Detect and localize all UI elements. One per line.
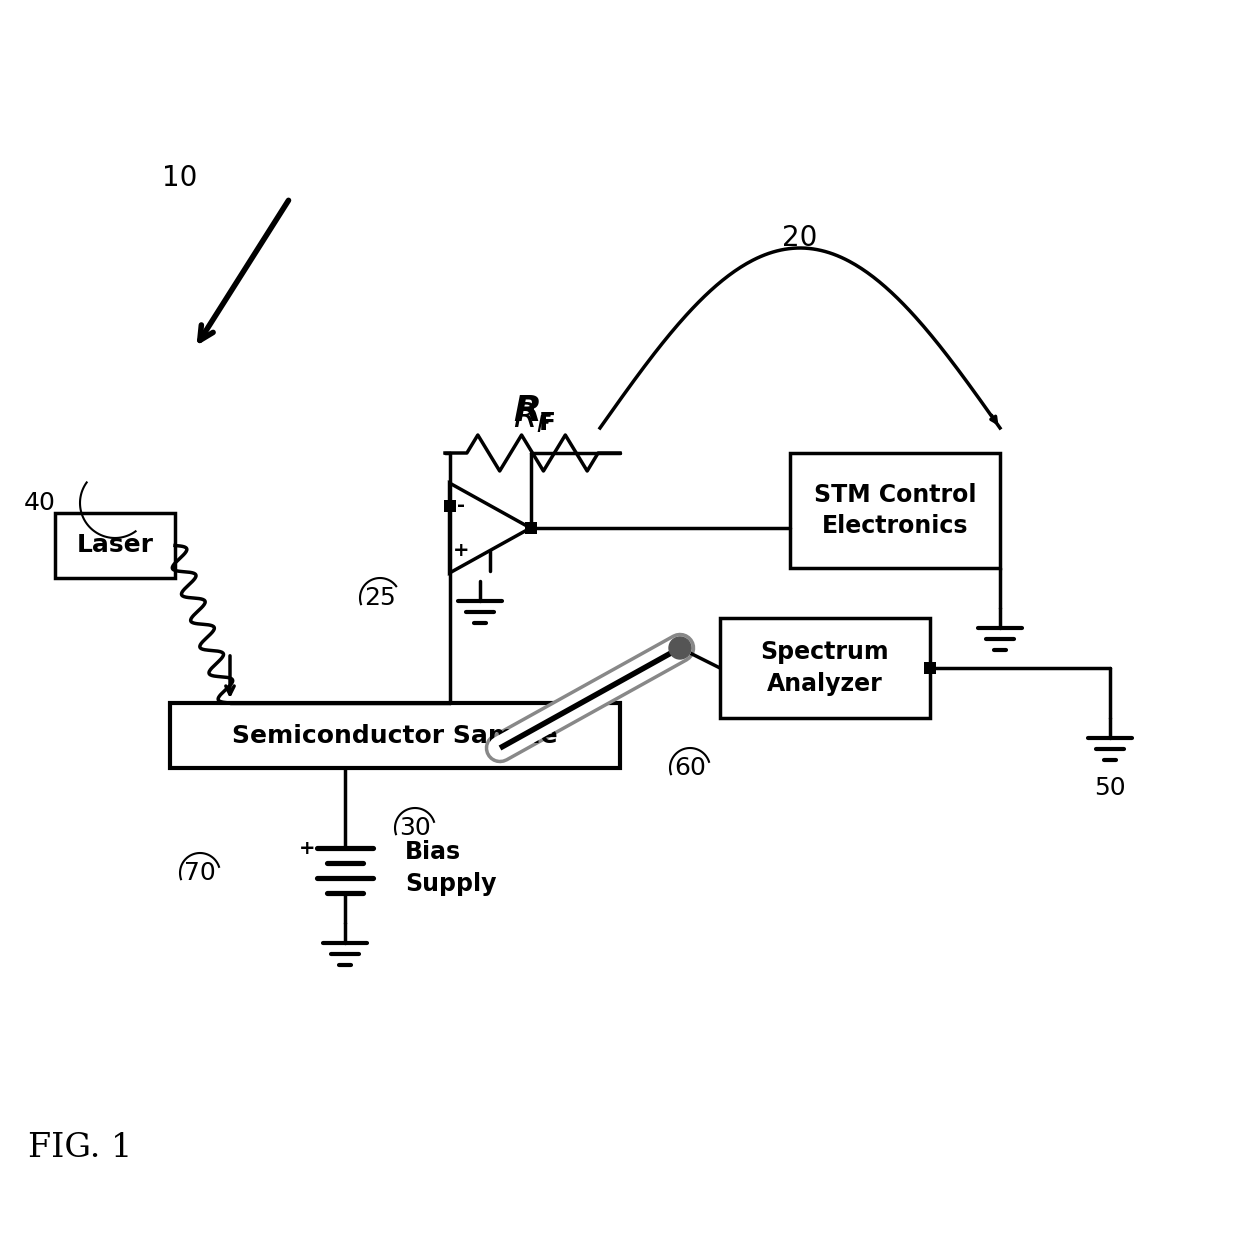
Text: 70: 70 <box>184 861 216 885</box>
Text: $R_F$: $R_F$ <box>513 401 552 436</box>
Text: 30: 30 <box>399 816 430 840</box>
Text: +: + <box>299 839 315 857</box>
Text: Spectrum
Analyzer: Spectrum Analyzer <box>760 640 889 696</box>
Text: 60: 60 <box>675 756 706 780</box>
Bar <box>444 499 455 512</box>
Text: F: F <box>539 411 556 436</box>
Text: Semiconductor Sample: Semiconductor Sample <box>232 724 558 748</box>
Circle shape <box>670 636 691 659</box>
Bar <box>790 453 999 568</box>
Bar <box>720 618 930 718</box>
Text: 50: 50 <box>1094 776 1126 800</box>
Bar <box>924 661 936 674</box>
Text: 20: 20 <box>782 223 817 252</box>
Text: Bias
Supply: Bias Supply <box>405 840 496 896</box>
Text: 25: 25 <box>365 587 396 610</box>
Text: R: R <box>513 394 542 428</box>
Bar <box>170 703 620 768</box>
Text: STM Control
Electronics: STM Control Electronics <box>813 483 976 538</box>
Bar <box>55 513 175 578</box>
Text: FIG. 1: FIG. 1 <box>27 1132 133 1164</box>
Text: 10: 10 <box>162 163 197 192</box>
Text: 40: 40 <box>24 490 56 515</box>
Text: +: + <box>454 540 470 560</box>
Text: Laser: Laser <box>77 533 154 558</box>
Text: -: - <box>458 495 465 515</box>
Bar <box>525 522 537 534</box>
